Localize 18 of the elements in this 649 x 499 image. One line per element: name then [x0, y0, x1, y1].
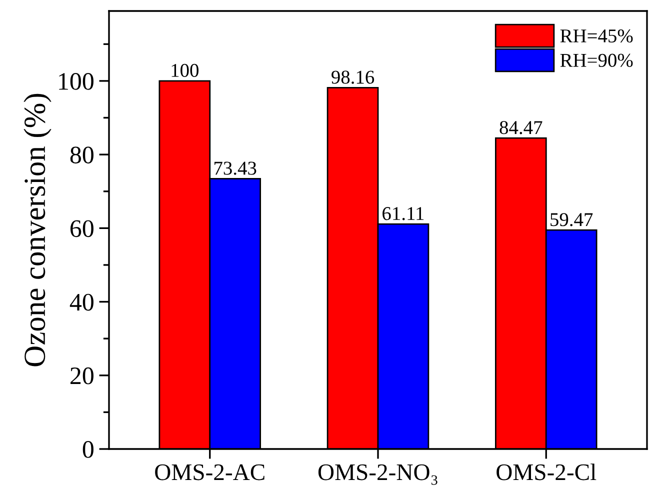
data-label: 84.47 — [500, 121, 542, 134]
x-tick-label: OMS-2-NO₃ — [318, 464, 438, 485]
y-tick-label: 0 — [82, 441, 94, 458]
data-label: 100 — [172, 64, 198, 77]
y-tick-label: 80 — [70, 146, 94, 164]
x-tick-label: OMS-2-AC — [155, 464, 264, 480]
data-label: 73.43 — [214, 162, 256, 175]
y-tick-label: 60 — [70, 220, 94, 238]
data-label: 98.16 — [332, 70, 374, 84]
y-axis-title: Ozone conversion (%) — [24, 94, 52, 366]
y-tick-label: 100 — [59, 72, 94, 90]
legend-label: RH=90% — [560, 54, 633, 67]
y-tick-label: 20 — [70, 367, 94, 384]
data-label: 59.47 — [550, 213, 593, 226]
x-tick-label: OMS-2-Cl — [496, 464, 596, 480]
data-label: 61.11 — [382, 207, 424, 220]
y-tick-label: 40 — [70, 294, 94, 311]
legend-label: RH=45% — [560, 29, 633, 43]
